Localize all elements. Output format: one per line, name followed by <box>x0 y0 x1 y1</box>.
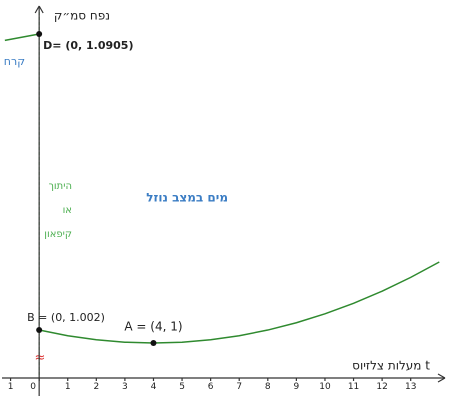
x-tick-label: 0 <box>30 382 36 392</box>
point-label: D= (0, 1.0905) <box>43 39 133 52</box>
x-tick-label: 11 <box>348 382 359 392</box>
x-tick-label: 5 <box>179 382 185 392</box>
x-tick-label: 2 <box>93 382 99 392</box>
point-label: A = (4, 1) <box>124 320 182 334</box>
x-tick-label: 10 <box>319 382 331 392</box>
melting-label: קיפאון <box>44 229 72 240</box>
point <box>36 327 43 334</box>
melting-label: היתוך <box>49 181 72 192</box>
melting-label: או <box>63 205 72 216</box>
x-tick-label: 4 <box>151 382 157 392</box>
x-tick-label: 3 <box>122 382 128 392</box>
y-axis-arrow <box>34 5 44 14</box>
x-tick-label: 8 <box>265 382 271 392</box>
y-axis-label: נפח סמ״ק <box>54 9 110 23</box>
x-axis-arrow <box>437 373 446 383</box>
x-tick-label: 7 <box>236 382 242 392</box>
series-label: מים במצב נוזל <box>146 191 228 205</box>
series-line <box>4 33 40 42</box>
x-tick-label: 6 <box>208 382 214 392</box>
point-label: B = (0, 1.002) <box>27 311 105 324</box>
x-axis-label: t מעלות צלזיוס <box>352 359 430 373</box>
point <box>150 340 157 347</box>
point <box>36 31 43 37</box>
x-tick-label: 12 <box>376 382 387 392</box>
x-tick-label: 9 <box>294 382 300 392</box>
series-label: קרח <box>4 55 25 68</box>
axis-break: ≈ <box>35 351 46 366</box>
x-tick-label: 1 <box>8 382 14 392</box>
series-line <box>39 261 440 344</box>
x-tick-label: 1 <box>65 382 71 392</box>
x-tick-label: 13 <box>405 382 416 392</box>
